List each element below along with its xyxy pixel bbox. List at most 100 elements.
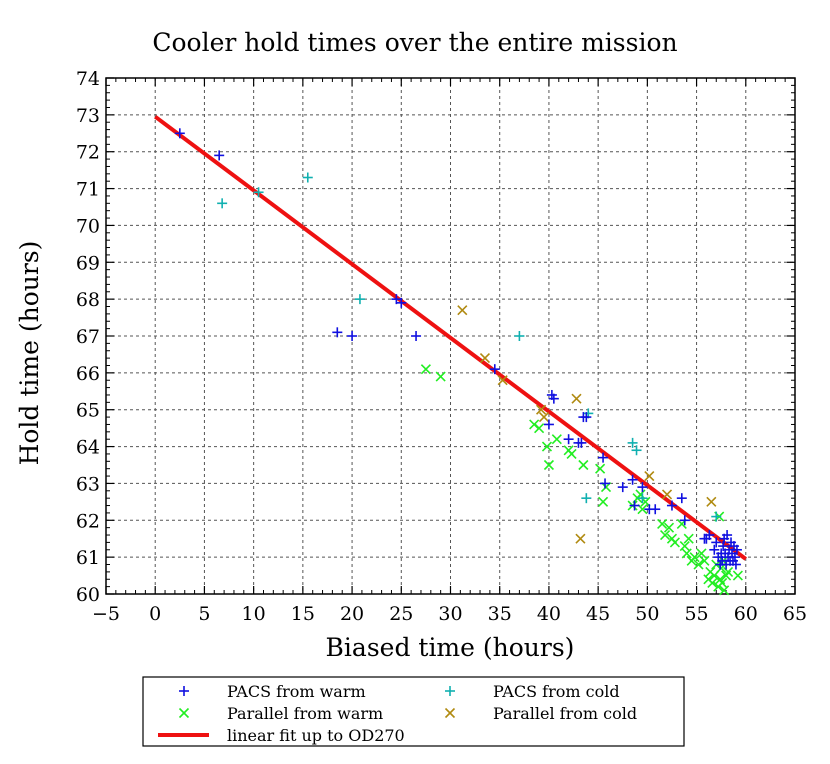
data-point [541,441,553,452]
data-point [581,493,592,504]
x-tick-label: 45 [586,603,610,625]
y-tick-label: 74 [76,68,100,90]
data-point [354,294,365,305]
chart-title: Cooler hold times over the entire missio… [152,28,677,57]
data-point [497,375,508,386]
legend-marker [178,707,190,719]
data-point [543,419,554,430]
x-tick-label: 40 [537,603,561,625]
data-point [575,533,586,544]
legend-marker-parallel-warm [178,707,190,719]
data-point [699,555,710,566]
data-point [731,544,742,555]
x-tick-label: 10 [242,603,266,625]
y-tick-label: 65 [76,400,100,422]
data-point [174,128,185,139]
data-point [214,150,225,161]
plot-frame [105,77,796,595]
x-tick-labels: −5 0 5 10 15 20 25 30 35 40 45 50 55 60 65 [92,603,807,625]
y-tick-label: 66 [76,363,100,385]
data-point [578,459,589,471]
data-point [650,504,661,515]
legend-marker-parallel-cold [444,707,456,719]
fit-line [154,115,747,561]
x-tick-label: 50 [635,603,659,625]
legend-marker [445,686,455,696]
x-tick-label: 35 [488,603,512,625]
data-point [548,393,559,404]
y-tick-label: 62 [76,510,100,532]
x-tick-label: 20 [340,603,364,625]
legend-marker-pacs-cold [445,686,455,696]
legend-label-parallel-cold: Parallel from cold [493,704,637,723]
data-point [669,537,680,548]
data-point [535,404,547,415]
x-tick-label: 5 [198,603,210,625]
y-tick-labels: 60 61 62 63 64 65 66 67 68 69 70 71 72 73 74 [76,68,100,606]
x-tick-label: 30 [438,603,462,625]
data-point [681,548,692,559]
data-point [576,437,587,448]
data-point [514,331,525,341]
data-point [657,518,668,530]
data-point [709,544,720,555]
y-tick-label: 67 [76,326,100,348]
data-point [600,478,611,489]
x-tick-label: 60 [734,603,758,625]
grid-lines [106,78,795,594]
x-tick-label: 25 [389,603,413,625]
data-point [563,434,574,445]
data-point [566,448,577,460]
x-tick-label: 55 [684,603,708,625]
data-point [534,423,545,434]
data-point [627,437,638,448]
x-tick-label: 15 [291,603,315,625]
data-point [661,489,673,500]
y-tick-label: 63 [76,473,100,495]
data-point [730,559,741,570]
data-point [543,459,554,471]
data-point [538,412,550,423]
legend-label-fit-line: linear fit up to OD270 [227,726,405,745]
y-tick-label: 72 [76,142,100,164]
data-point [489,364,500,375]
legend-marker-pacs-warm [179,686,189,696]
data-point [347,331,358,341]
data-point [719,585,730,596]
data-point [704,530,715,541]
data-point [676,493,687,504]
data-point [711,537,722,548]
data-point [479,353,491,364]
data-point [723,566,734,577]
data-point [683,533,694,544]
x-tick-label: −5 [92,603,120,625]
data-point [689,552,700,563]
data-point [637,493,648,504]
data-point [597,496,609,507]
legend-label-pacs-cold: PACS from cold [493,682,620,701]
data-point [457,305,468,316]
data-point [637,482,648,493]
x-tick-label: 0 [149,603,161,625]
data-point [706,496,717,507]
data-point [598,452,609,463]
data-point [696,548,707,559]
y-tick-label: 60 [76,584,100,606]
data-point [551,434,562,445]
data-point [718,541,729,552]
y-tick-label: 64 [76,437,100,459]
data-point [629,500,640,511]
y-tick-label: 61 [76,547,100,569]
data-point [302,172,313,183]
data-point [729,552,740,563]
x-axis-title: Biased time (hours) [326,633,575,662]
data-point [571,393,582,404]
x-tick-label: 65 [783,603,807,625]
data-point [581,412,592,423]
data-point [666,500,677,511]
data-point [644,470,655,482]
data-point [679,541,690,552]
data-point [217,198,228,209]
data-point [711,511,722,522]
